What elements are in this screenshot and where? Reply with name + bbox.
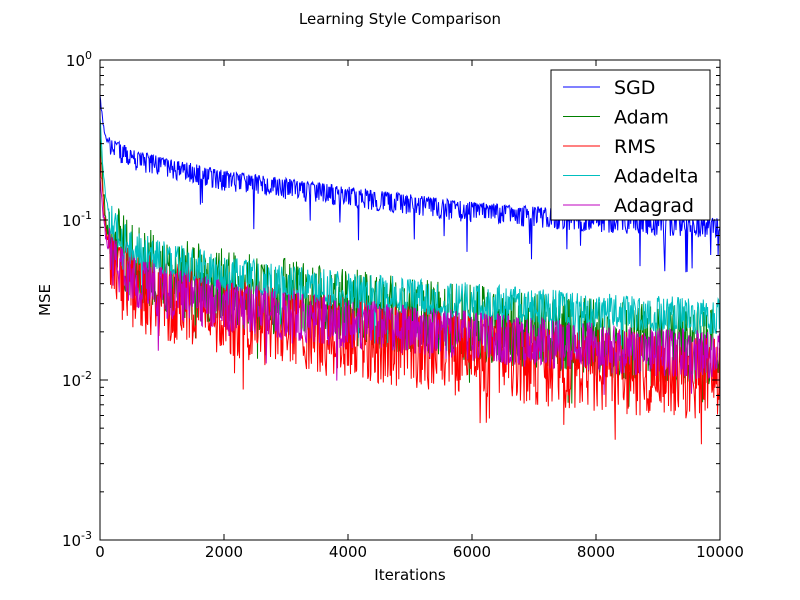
- y-tick-base: 10: [62, 212, 81, 230]
- plot-frame: [99, 59, 721, 541]
- x-tick-label: 6000: [453, 543, 491, 561]
- series-line-adadelta: [100, 118, 720, 358]
- y-tick-base: 10: [62, 372, 81, 390]
- y-tick-label: 10-1: [62, 209, 92, 230]
- legend-frame: [550, 69, 711, 221]
- legend-label: Adam: [614, 107, 669, 129]
- x-tick-label: 8000: [577, 543, 615, 561]
- y-tick-label: 10-2: [62, 369, 92, 390]
- x-tick-label: 10000: [696, 543, 744, 561]
- y-tick-base: 10: [66, 52, 85, 70]
- series-line-adagrad: [100, 176, 720, 395]
- legend-label: Adagrad: [614, 195, 694, 217]
- legend-label: Adadelta: [614, 166, 699, 188]
- x-axis-label: Iterations: [374, 566, 446, 584]
- x-ticks: 0 2000 4000 6000 8000 10000: [95, 60, 744, 561]
- x-tick-label: 0: [95, 543, 105, 561]
- y-tick-exponent: 0: [85, 49, 92, 62]
- y-tick-exponent: -3: [81, 529, 92, 542]
- y-axis-label: MSE: [36, 284, 54, 316]
- y-tick-exponent: -2: [81, 369, 92, 382]
- y-tick-exponent: -1: [81, 209, 92, 222]
- y-tick-label: 10-3: [62, 529, 92, 550]
- y-tick-label: 100: [66, 49, 92, 70]
- y-tick-base: 10: [62, 532, 81, 550]
- legend: SGD Adam RMS Adadelta Adagrad: [550, 69, 711, 221]
- chart-title: Learning Style Comparison: [299, 10, 501, 28]
- x-tick-label: 2000: [205, 543, 243, 561]
- legend-label: SGD: [614, 77, 655, 99]
- x-tick-label: 4000: [329, 543, 367, 561]
- legend-label: RMS: [614, 136, 656, 158]
